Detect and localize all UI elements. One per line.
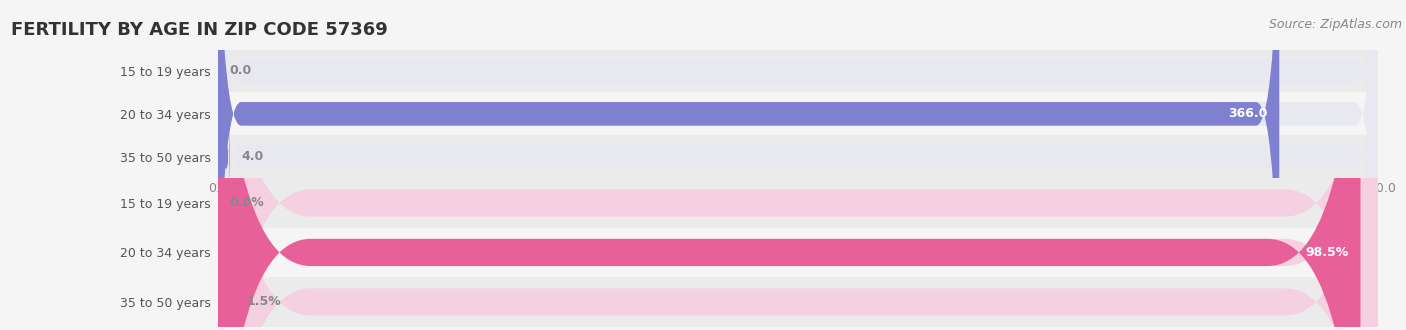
FancyBboxPatch shape (218, 0, 1378, 330)
Bar (218, 277, 1378, 327)
FancyBboxPatch shape (218, 0, 1378, 330)
Text: 4.0: 4.0 (242, 150, 263, 163)
Bar (218, 228, 1378, 277)
FancyBboxPatch shape (218, 0, 1279, 330)
Text: Source: ZipAtlas.com: Source: ZipAtlas.com (1270, 18, 1403, 31)
Text: 0.0: 0.0 (229, 64, 252, 78)
Text: FERTILITY BY AGE IN ZIP CODE 57369: FERTILITY BY AGE IN ZIP CODE 57369 (11, 21, 387, 39)
Text: 1.5%: 1.5% (247, 295, 281, 309)
Bar (218, 50, 1378, 92)
Bar (218, 92, 1378, 135)
Text: 0.0%: 0.0% (229, 196, 264, 210)
FancyBboxPatch shape (218, 0, 1378, 330)
FancyBboxPatch shape (218, 0, 1378, 330)
Bar (218, 178, 1378, 228)
FancyBboxPatch shape (218, 0, 1361, 330)
Text: 98.5%: 98.5% (1306, 246, 1348, 259)
FancyBboxPatch shape (218, 0, 1378, 330)
FancyBboxPatch shape (218, 288, 235, 315)
FancyBboxPatch shape (218, 117, 229, 196)
FancyBboxPatch shape (218, 0, 1378, 330)
Bar (218, 135, 1378, 178)
Text: 366.0: 366.0 (1229, 107, 1268, 120)
